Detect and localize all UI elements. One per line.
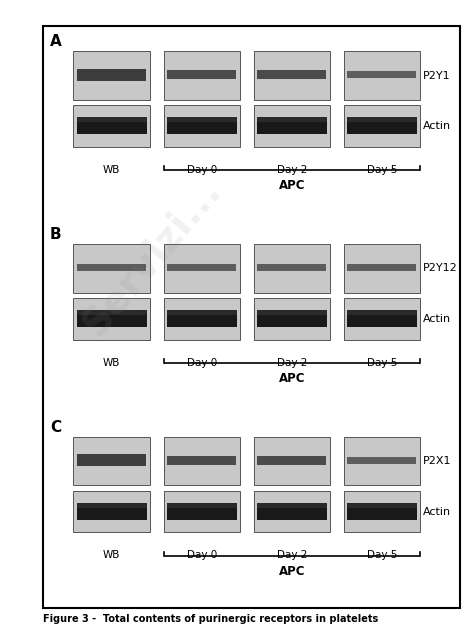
Bar	[344, 298, 420, 340]
Text: APC: APC	[279, 372, 305, 385]
Text: A: A	[50, 34, 62, 49]
Text: WB: WB	[103, 358, 120, 368]
Bar	[167, 455, 236, 466]
Text: Day 0: Day 0	[187, 550, 217, 561]
Bar	[344, 244, 420, 293]
Bar	[346, 503, 417, 508]
Bar	[164, 491, 240, 532]
Bar	[77, 69, 146, 80]
Text: Day 2: Day 2	[276, 165, 307, 175]
Text: Day 5: Day 5	[366, 550, 397, 561]
Bar	[256, 117, 327, 122]
Bar	[344, 491, 420, 532]
Bar	[254, 51, 330, 100]
Bar	[76, 117, 147, 134]
Bar	[166, 503, 237, 520]
Bar	[256, 310, 327, 315]
Text: Day 5: Day 5	[366, 358, 397, 368]
Bar	[344, 51, 420, 100]
Bar	[347, 71, 416, 78]
Text: Figure 3 -  Total contents of purinergic receptors in platelets: Figure 3 - Total contents of purinergic …	[43, 614, 378, 624]
Bar	[77, 264, 146, 271]
Bar	[254, 244, 330, 293]
Bar	[346, 310, 417, 315]
Bar	[256, 503, 327, 508]
Bar	[164, 298, 240, 340]
Text: C: C	[50, 420, 61, 435]
Bar	[344, 437, 420, 485]
Bar	[164, 105, 240, 147]
Bar	[347, 457, 416, 464]
Bar	[166, 117, 237, 134]
Bar	[164, 437, 240, 485]
Bar	[167, 69, 236, 79]
Bar	[346, 310, 417, 327]
Text: Day 2: Day 2	[276, 358, 307, 368]
Bar	[76, 503, 147, 508]
Bar	[73, 51, 150, 100]
Bar	[73, 491, 150, 532]
Bar	[256, 117, 327, 134]
Bar	[164, 51, 240, 100]
Bar	[254, 437, 330, 485]
Bar	[167, 264, 236, 271]
Text: P2X1: P2X1	[423, 457, 452, 466]
Text: Actin: Actin	[423, 507, 451, 516]
Bar	[257, 69, 326, 79]
Bar	[256, 310, 327, 327]
Bar	[347, 264, 416, 271]
Bar	[254, 298, 330, 340]
Bar	[73, 244, 150, 293]
Text: P2Y1: P2Y1	[423, 71, 451, 80]
Text: WB: WB	[103, 550, 120, 561]
Text: APC: APC	[279, 565, 305, 578]
Text: Day 0: Day 0	[187, 165, 217, 175]
Bar	[254, 491, 330, 532]
Text: Actin: Actin	[423, 314, 451, 323]
Text: B: B	[50, 227, 62, 242]
Bar	[346, 117, 417, 134]
Bar	[166, 503, 237, 508]
Bar	[76, 310, 147, 327]
Text: Day 5: Day 5	[366, 165, 397, 175]
Bar	[76, 503, 147, 520]
Bar	[76, 310, 147, 315]
Bar	[254, 105, 330, 147]
Bar	[164, 244, 240, 293]
Bar	[257, 264, 326, 271]
Bar	[73, 298, 150, 340]
Bar	[166, 310, 237, 315]
Bar	[166, 117, 237, 122]
Bar	[43, 26, 460, 608]
Bar	[346, 117, 417, 122]
Bar	[344, 105, 420, 147]
Bar	[346, 503, 417, 520]
Text: APC: APC	[279, 179, 305, 192]
Bar	[73, 437, 150, 485]
Text: Servizi...: Servizi...	[75, 171, 228, 343]
Text: Actin: Actin	[423, 121, 451, 131]
Bar	[77, 455, 146, 466]
Text: Day 0: Day 0	[187, 358, 217, 368]
Bar	[76, 117, 147, 122]
Text: WB: WB	[103, 165, 120, 175]
Bar	[257, 455, 326, 466]
Text: Day 2: Day 2	[276, 550, 307, 561]
Text: P2Y12: P2Y12	[423, 264, 458, 273]
Bar	[166, 310, 237, 327]
Bar	[256, 503, 327, 520]
Bar	[73, 105, 150, 147]
